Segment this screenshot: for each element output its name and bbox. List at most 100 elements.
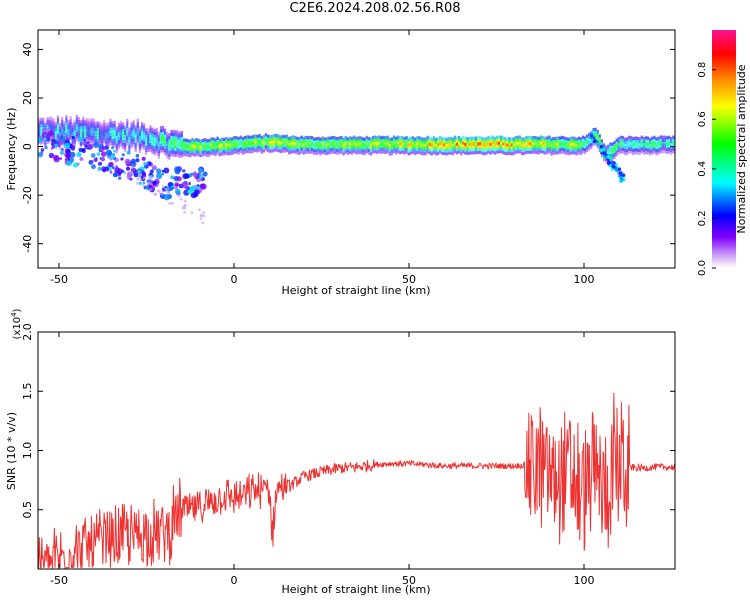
spectrogram-cell <box>325 148 328 153</box>
spectrogram-cell <box>489 145 492 149</box>
spectrogram-cell <box>334 150 337 154</box>
spectrogram-cell <box>157 138 160 142</box>
spectrogram-cell <box>52 127 55 131</box>
spectrogram-speckle <box>143 161 148 166</box>
spectrogram-cell <box>212 151 215 156</box>
spectrogram-cell <box>103 140 106 144</box>
spectrogram-cell <box>472 145 475 149</box>
spectrogram-cell <box>176 145 179 149</box>
spectrogram-speckle <box>189 185 196 192</box>
spectrogram-cell <box>103 134 106 138</box>
spectrogram-cell <box>504 140 507 144</box>
spectrogram-cell <box>479 141 482 145</box>
spectrogram-cell <box>636 142 639 146</box>
spectrogram-cell <box>174 153 177 157</box>
spectrogram-cell <box>88 139 91 143</box>
spectrogram-cell <box>40 121 43 125</box>
spectrogram-cell <box>420 137 423 141</box>
spectrogram-cell <box>287 142 291 146</box>
spectrogram-speckle <box>607 161 611 165</box>
spectrogram-cell <box>317 136 320 140</box>
spectrogram-cell <box>193 138 196 143</box>
spectrogram-cell <box>109 133 112 137</box>
spectrogram-cell <box>346 137 349 141</box>
spectrogram-speckle <box>126 150 131 155</box>
spectrogram-cell <box>82 128 85 132</box>
spectrogram-cell <box>151 150 154 154</box>
spectrogram-cell <box>464 151 467 155</box>
spectrogram-speckle <box>111 146 114 150</box>
spectrogram-cell <box>306 147 309 151</box>
spectrogram-cell <box>103 131 106 135</box>
spectrogram-speckle <box>108 168 112 172</box>
spectrogram-cell <box>569 142 572 147</box>
spectrogram-cell <box>195 149 198 153</box>
spectrogram-cell <box>405 139 408 143</box>
spectrogram-cell <box>216 142 219 146</box>
spectrogram-cell <box>107 134 110 138</box>
spectrogram-cell <box>573 151 576 155</box>
spectrogram-cell <box>243 147 246 151</box>
spectrogram-cell <box>518 147 522 151</box>
spectrogram-cell <box>132 132 135 136</box>
spectrogram-speckle <box>168 201 172 205</box>
spectrogram-cell <box>575 149 578 153</box>
spectrogram-cell <box>260 135 263 140</box>
spectrogram-cell <box>409 145 412 149</box>
spectrogram-cell <box>588 147 591 151</box>
spectrogram-cell <box>199 145 202 149</box>
spectrogram-cell <box>560 144 564 148</box>
spectrogram-cell <box>504 137 507 141</box>
spectrogram-speckle <box>109 170 113 174</box>
spectrogram-cell <box>84 122 87 126</box>
spectrogram-cell <box>174 130 177 134</box>
spectrogram-cell <box>189 151 192 155</box>
spectrogram-cell <box>558 148 561 152</box>
spectrogram-cell <box>315 143 318 147</box>
spectrogram-cell <box>180 130 183 135</box>
spectrogram-cell <box>300 135 303 139</box>
spectrogram-cell <box>367 148 370 152</box>
spectrogram-cell <box>241 151 244 155</box>
spectrogram-cell <box>157 144 160 148</box>
spectrogram-cell <box>94 121 97 125</box>
spectrogram-cell <box>90 121 93 125</box>
spectrogram-cell <box>229 137 232 141</box>
spectrogram-cell <box>382 135 385 140</box>
spectrogram-cell <box>56 124 60 128</box>
spectrogram-cell <box>52 133 55 137</box>
spectrogram-cell <box>172 147 175 151</box>
spectrogram-cell <box>567 137 570 141</box>
spectrogram-cell <box>500 141 503 145</box>
spectrogram-cell <box>481 151 484 155</box>
spectrogram-speckle <box>121 153 125 157</box>
spectrogram-cell <box>422 149 425 153</box>
spectrogram-cell <box>630 139 633 143</box>
spectrogram-cell <box>510 140 513 144</box>
spectrogram-cell <box>668 147 671 151</box>
spectrogram-cell <box>363 140 366 144</box>
spectrogram-cell <box>584 136 587 140</box>
spectrogram-cell <box>143 146 146 150</box>
spectrogram-cell <box>147 134 150 138</box>
spectrogram-cell <box>210 140 213 144</box>
spectrogram-cell <box>77 119 81 124</box>
spectrogram-cell <box>380 142 383 146</box>
spectrogram-cell <box>556 151 559 155</box>
spectrogram-cell <box>128 127 131 131</box>
spectrogram-cell <box>168 141 171 145</box>
spectrogram-cell <box>504 145 507 150</box>
spectrogram-speckle <box>188 173 193 178</box>
spectrogram-cell <box>470 151 473 155</box>
spectrogram-cell <box>159 132 162 136</box>
spectrogram-cell <box>495 135 498 139</box>
spectrogram-cell <box>63 139 66 143</box>
spectrogram-cell <box>308 147 312 151</box>
spectrogram-cell <box>325 137 328 141</box>
spectrogram-cell <box>657 145 660 149</box>
spectrogram-cell <box>453 135 456 139</box>
spectrogram-cell <box>359 142 362 146</box>
spectrogram-cell <box>50 119 53 123</box>
spectrogram-speckle <box>170 175 175 180</box>
